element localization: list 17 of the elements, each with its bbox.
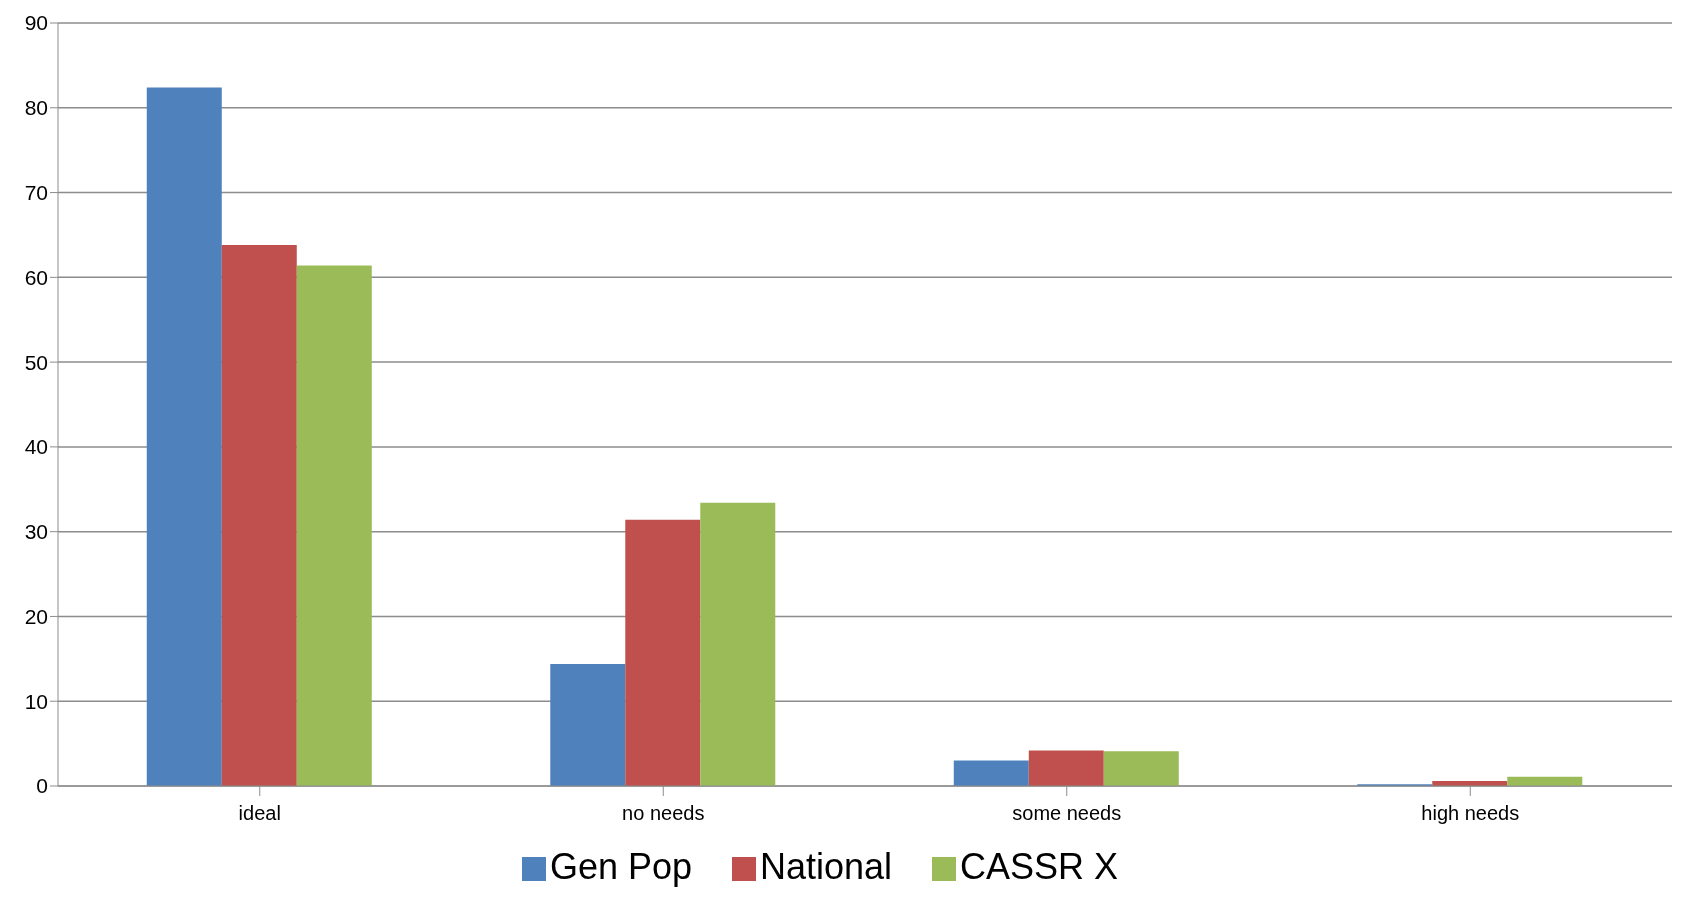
legend-label: Gen Pop: [549, 846, 692, 887]
x-tick-label: some needs: [1012, 802, 1122, 825]
legend-label: National: [759, 846, 893, 887]
y-tick-label: 90: [24, 11, 48, 35]
y-tick-label: 30: [24, 520, 48, 544]
y-tick-label: 10: [24, 689, 48, 713]
y-tick-label: 50: [24, 350, 48, 374]
x-tick-label: high needs: [1421, 802, 1520, 825]
y-tick-label: 70: [24, 181, 48, 205]
legend-label: CASSR X: [960, 846, 1119, 887]
y-tick-label: 0: [36, 774, 48, 798]
y-tick-label: 20: [24, 604, 48, 628]
y-tick-label: 40: [24, 435, 48, 459]
x-tick-label: no needs: [622, 802, 705, 825]
y-tick-label: 60: [24, 265, 48, 289]
x-tick-label: ideal: [238, 802, 281, 825]
y-tick-label: 80: [24, 96, 48, 120]
